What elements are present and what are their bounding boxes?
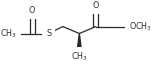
Text: CH$_3$: CH$_3$ [0,27,17,40]
Text: CH$_3$: CH$_3$ [71,51,88,63]
Text: O: O [29,6,35,15]
Text: S: S [46,29,51,38]
Polygon shape [78,33,81,49]
Text: O: O [93,1,99,10]
Text: OCH$_3$: OCH$_3$ [129,20,152,33]
